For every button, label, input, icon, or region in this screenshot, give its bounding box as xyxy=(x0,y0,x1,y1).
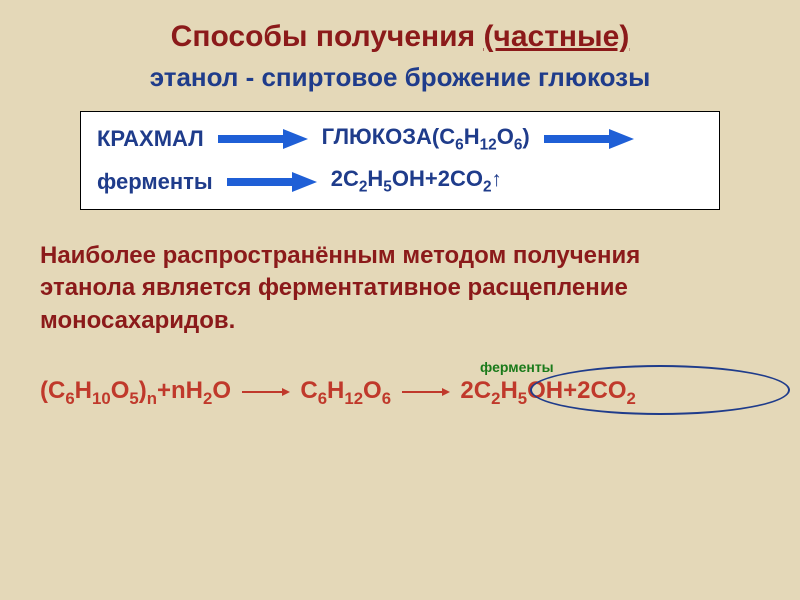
title-part1: Способы получения xyxy=(171,20,484,53)
arrow-icon xyxy=(242,387,290,397)
reactant-starch: КРАХМАЛ xyxy=(97,126,204,152)
enzyme-label: ферменты xyxy=(97,169,213,195)
reaction-box: КРАХМАЛ ГЛЮКОЗА(С6H12O6) ферменты 2C2H5O… xyxy=(80,111,720,210)
slide: Способы получения (частные) этанол - спи… xyxy=(0,0,800,600)
product-glucose: ГЛЮКОЗА(С6H12O6) xyxy=(322,124,530,154)
equation-part-1: (С6H10O5)n+nH2O xyxy=(40,377,231,404)
description-text: Наиболее распространённым методом получе… xyxy=(40,240,760,337)
product-ethanol: 2C2H5OH+2CO2↑ xyxy=(331,166,502,196)
reaction-row-2: ферменты 2C2H5OH+2CO2↑ xyxy=(97,166,703,196)
arrow-icon xyxy=(218,129,308,149)
slide-title: Способы получения (частные) xyxy=(30,20,770,54)
arrow-icon xyxy=(402,387,450,397)
arrow-icon xyxy=(227,172,317,192)
equation-part-2: С6H12O6 xyxy=(300,377,391,404)
title-part2: (частные) xyxy=(483,20,629,53)
equation: ферменты (С6H10O5)n+nH2O С6H12O6 2C2H5OH… xyxy=(40,377,770,409)
reaction-row-1: КРАХМАЛ ГЛЮКОЗА(С6H12O6) xyxy=(97,124,703,154)
ferment-label: ферменты xyxy=(480,359,554,375)
arrow-icon xyxy=(544,129,634,149)
equation-part-3: 2C2H5OH+2CO2 xyxy=(460,377,635,404)
slide-subtitle: этанол - спиртовое брожение глюкозы xyxy=(30,62,770,93)
